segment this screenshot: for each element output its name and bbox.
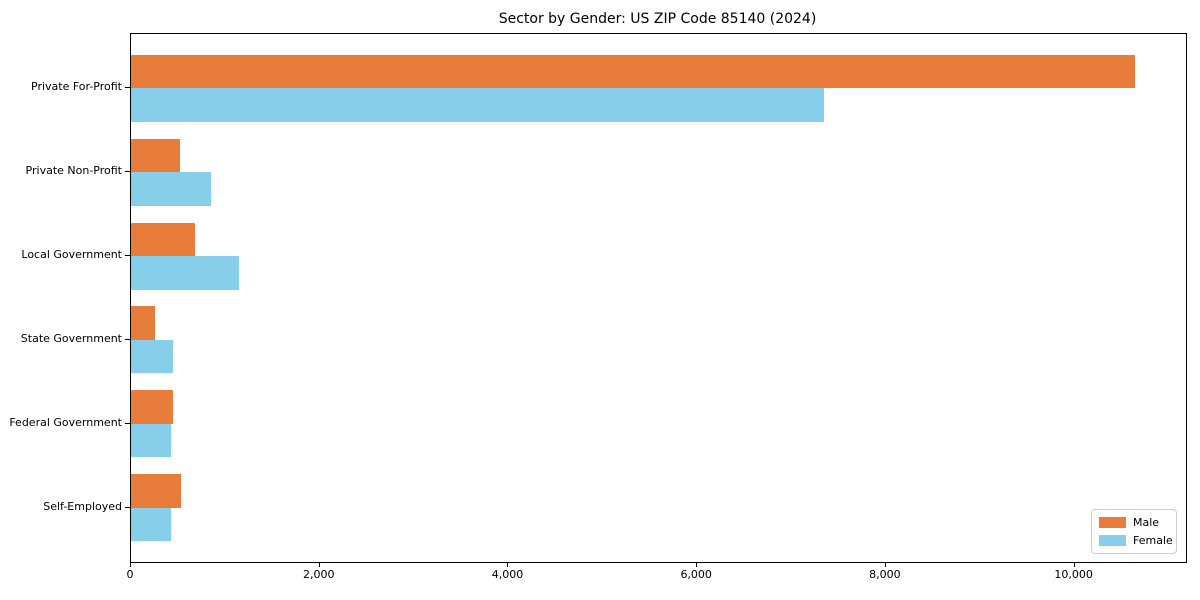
x-tick-label-2-000: 2,000 <box>302 568 335 581</box>
y-tick-label-private-for-profit: Private For-Profit <box>31 80 122 94</box>
x-tick-label-6-000: 6,000 <box>680 568 712 581</box>
y-axis-tick <box>125 338 130 340</box>
bar-female-local-government <box>131 256 239 290</box>
legend-swatch-male <box>1099 517 1126 528</box>
bar-male-private-non-profit <box>131 138 181 173</box>
legend-label-female: Female <box>1133 534 1173 547</box>
x-axis-tick <box>318 562 320 567</box>
y-axis-tick <box>125 171 130 173</box>
legend: Male Female <box>1091 509 1177 554</box>
x-tick-label-4-000: 4,000 <box>491 568 524 581</box>
x-axis-tick <box>1073 562 1075 567</box>
y-axis-tick <box>125 422 130 424</box>
y-tick-label-private-non-profit: Private Non-Profit <box>25 164 122 178</box>
y-axis-tick <box>125 255 130 257</box>
x-tick-label-8-000: 8,000 <box>869 568 901 581</box>
y-tick-label-federal-government: Federal Government <box>9 415 122 429</box>
bar-male-federal-government <box>131 390 173 424</box>
y-tick-label-state-government: State Government <box>20 331 122 345</box>
bar-male-state-government <box>131 306 155 340</box>
y-axis-tick <box>125 506 130 508</box>
chart-title: Sector by Gender: US ZIP Code 85140 (202… <box>498 11 817 27</box>
x-axis-tick <box>696 562 698 567</box>
legend-swatch-female <box>1099 535 1126 546</box>
x-axis-tick <box>130 562 131 567</box>
legend-entry-male: Male <box>1099 516 1169 529</box>
bar-female-private-non-profit <box>131 172 212 206</box>
y-axis-tick <box>125 87 130 89</box>
legend-entry-female: Female <box>1099 534 1173 547</box>
bar-female-state-government <box>131 339 174 374</box>
bar-female-federal-government <box>131 423 172 458</box>
x-axis-tick <box>507 562 509 567</box>
bar-male-local-government <box>131 222 196 257</box>
bar-male-self-employed <box>131 474 181 508</box>
bar-female-private-for-profit <box>131 88 824 122</box>
x-tick-label-0: 0 <box>126 568 134 581</box>
x-axis-tick <box>884 562 886 567</box>
plot-area <box>130 33 1187 563</box>
y-tick-label-local-government: Local Government <box>21 248 122 262</box>
legend-label-male: Male <box>1133 516 1160 529</box>
y-tick-label-self-employed: Self-Employed <box>43 499 122 513</box>
bar-female-self-employed <box>131 507 172 542</box>
bar-male-private-for-profit <box>131 54 1136 89</box>
x-tick-label-10-000: 10,000 <box>1054 568 1093 581</box>
